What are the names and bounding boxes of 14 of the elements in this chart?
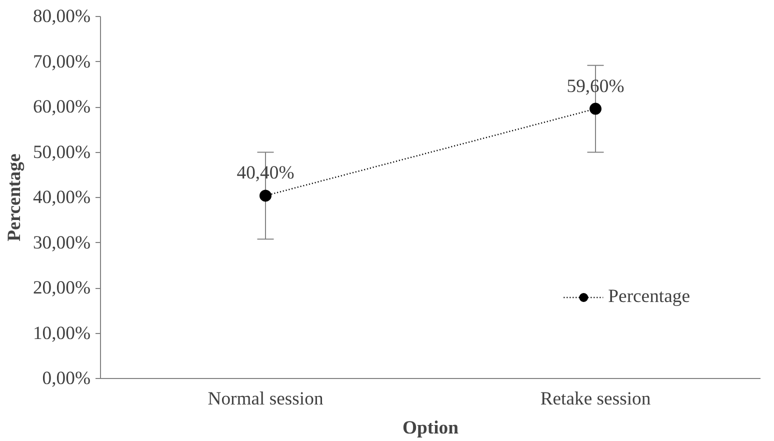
legend-label: Percentage — [608, 286, 690, 308]
x-tick-label: Normal session — [208, 388, 324, 410]
y-tick-label: 10,00% — [32, 322, 91, 344]
y-tick-label: 40,00% — [32, 187, 91, 208]
y-tick-label: 80,00% — [32, 6, 91, 27]
y-tick-label: 30,00% — [32, 232, 91, 254]
y-tick-label: 20,00% — [32, 278, 91, 298]
y-tick-label: 70,00% — [32, 51, 91, 72]
x-tick-label: Retake session — [540, 388, 652, 410]
y-axis-title: Percentage — [4, 154, 25, 242]
x-axis-title: Option — [402, 418, 460, 438]
y-tick-label: 0,00% — [42, 368, 91, 389]
y-tick-label: 50,00% — [32, 142, 91, 163]
y-tick-label: 60,00% — [32, 96, 91, 118]
